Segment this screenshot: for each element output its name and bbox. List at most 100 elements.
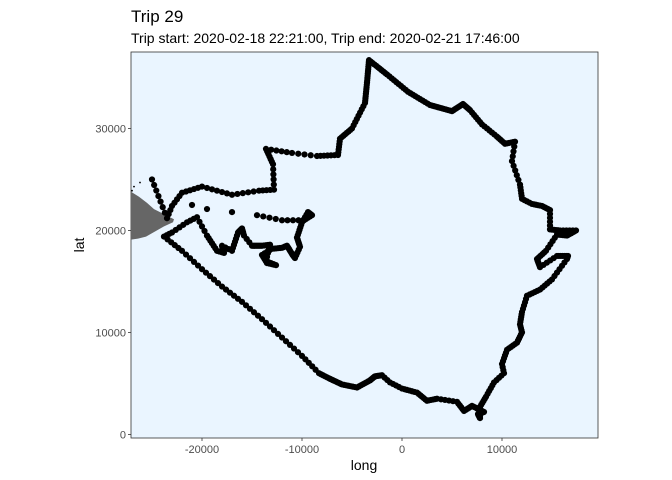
data-point: [186, 255, 194, 262]
data-point: [153, 187, 160, 194]
data-point: [511, 143, 518, 150]
data-point: [295, 150, 302, 157]
data-point: [511, 138, 519, 145]
data-point: [294, 349, 302, 356]
data-point: [234, 190, 241, 198]
data-point: [245, 189, 252, 196]
data-point: [193, 214, 201, 221]
data-point: [270, 176, 277, 183]
data-point: [194, 262, 202, 269]
data-point: [258, 316, 266, 323]
data-point: [509, 153, 516, 160]
data-point: [300, 217, 308, 224]
x-tick-label: 10000: [487, 444, 518, 456]
data-point: [133, 185, 135, 188]
y-tick-label: 20000: [95, 225, 126, 237]
data-point: [273, 147, 280, 154]
data-point: [208, 186, 216, 193]
data-point: [307, 152, 314, 159]
data-point: [510, 162, 517, 169]
data-point: [254, 312, 262, 319]
data-point: [286, 341, 294, 348]
data-point: [139, 181, 141, 184]
data-point: [298, 352, 306, 359]
chart-subtitle: Trip start: 2020-02-18 22:21:00, Trip en…: [131, 30, 520, 46]
data-point: [242, 302, 250, 309]
y-tick-label: 10000: [95, 327, 126, 339]
y-tick-label: 0: [120, 429, 126, 441]
data-point: [274, 330, 282, 337]
data-point: [289, 217, 297, 224]
data-point: [182, 251, 190, 258]
data-point: [288, 149, 296, 157]
data-point: [270, 327, 278, 334]
data-point: [210, 276, 218, 283]
data-point: [246, 305, 254, 312]
x-axis: -20000 -10000 0 10000: [185, 438, 517, 456]
data-point: [510, 148, 517, 155]
data-point: [151, 181, 158, 189]
y-axis: 0 10000 20000 30000: [95, 123, 131, 441]
data-point: [198, 183, 206, 190]
data-point: [282, 338, 290, 345]
data-point: [203, 184, 211, 192]
data-point: [202, 269, 210, 276]
data-point: [266, 214, 273, 221]
x-axis-title: long: [351, 457, 377, 473]
data-point: [157, 198, 164, 205]
points-layer: [131, 57, 580, 422]
data-point: [515, 176, 522, 183]
data-point: [262, 319, 270, 326]
x-tick-label: -10000: [285, 444, 319, 456]
data-point: [270, 166, 277, 173]
data-point: [508, 158, 516, 165]
data-point: [155, 192, 162, 200]
data-point: [218, 188, 226, 196]
data-point: [190, 258, 198, 265]
data-point: [131, 189, 133, 192]
data-point: [272, 215, 279, 223]
data-point: [239, 190, 246, 197]
data-point: [148, 176, 156, 183]
data-point: [270, 171, 277, 178]
data-point: [513, 172, 520, 179]
plot-panel: [130, 51, 599, 439]
data-point: [250, 188, 257, 195]
data-point: [213, 187, 221, 194]
data-point: [262, 145, 270, 152]
data-point: [278, 334, 286, 341]
data-point: [203, 205, 211, 213]
data-point: [159, 204, 166, 211]
data-point: [283, 149, 290, 156]
data-point: [270, 181, 277, 188]
data-point: [268, 146, 275, 153]
data-point: [270, 186, 278, 193]
data-point: [223, 190, 231, 197]
y-axis-title: lat: [71, 238, 87, 253]
data-point: [290, 345, 298, 352]
data-point: [253, 212, 261, 219]
data-point: [206, 273, 214, 280]
y-tick-label: 30000: [95, 123, 126, 135]
data-point: [218, 283, 226, 290]
data-point: [196, 218, 203, 225]
data-point: [266, 323, 274, 330]
data-point: [295, 217, 302, 224]
data-point: [214, 279, 222, 287]
data-point: [284, 217, 291, 224]
data-point: [278, 148, 285, 155]
land-shape: [131, 191, 174, 240]
data-point: [301, 151, 308, 158]
data-point: [188, 201, 196, 209]
data-point: [278, 217, 286, 224]
data-point: [228, 191, 236, 198]
data-point: [198, 223, 206, 230]
x-tick-label: 0: [399, 444, 405, 456]
data-point: [228, 209, 236, 216]
chart-title: Trip 29: [131, 7, 183, 26]
x-tick-label: -20000: [185, 444, 219, 456]
data-point: [250, 309, 258, 316]
data-point: [198, 266, 206, 273]
data-point: [512, 167, 519, 174]
